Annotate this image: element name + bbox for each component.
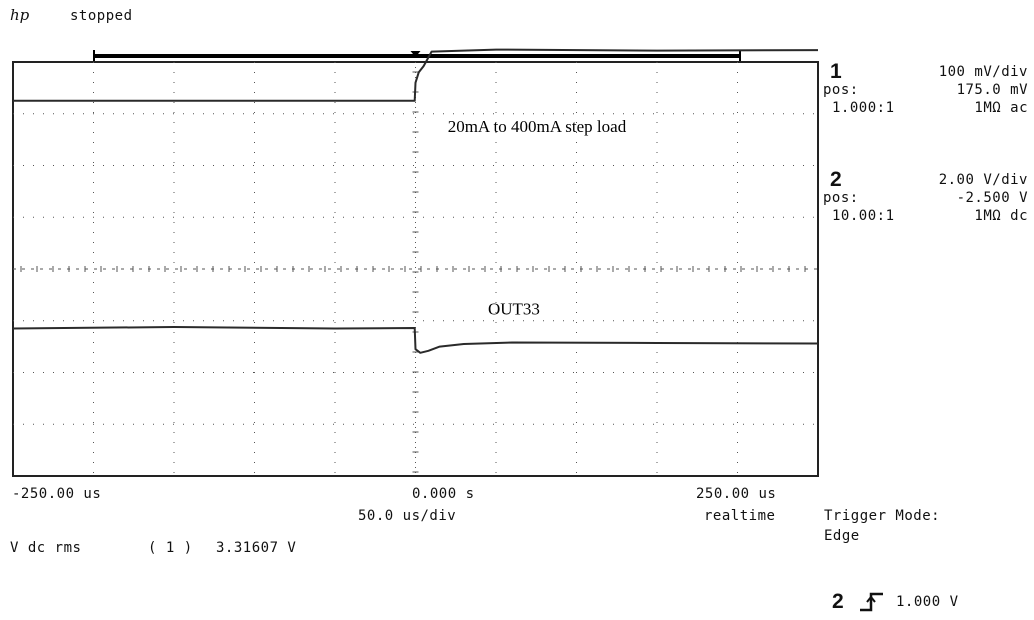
trigger-mode-label: Trigger Mode:	[824, 508, 941, 524]
annotation-out33: OUT33	[488, 300, 540, 319]
channel2-number: 2	[830, 168, 842, 191]
channel2-coupling[interactable]: 1MΩ dc	[974, 208, 1028, 224]
memory-bar	[93, 50, 741, 62]
channel1-number: 1	[830, 60, 842, 83]
channel2-scale[interactable]: 2.00 V/div	[938, 172, 1028, 188]
hp-logo: hp	[10, 6, 30, 24]
graticule-grid	[13, 62, 818, 476]
rising-edge-icon	[860, 592, 883, 612]
measurement-value: 3.31607 V	[216, 540, 297, 556]
trigger-source: 2	[832, 590, 844, 613]
waveform-traces	[12, 48, 819, 354]
channel2-pos-value[interactable]: -2.500 V	[956, 190, 1028, 206]
channel1-pos-label: pos:	[823, 82, 859, 98]
time-axis-left: -250.00 us	[12, 486, 102, 502]
channel1-coupling[interactable]: 1MΩ ac	[974, 100, 1028, 116]
timebase[interactable]: 50.0 us/div	[358, 508, 457, 524]
time-reference-marker	[410, 51, 421, 57]
waveform-trace-2	[12, 326, 819, 354]
channel2-pos-label: pos:	[823, 190, 859, 206]
annotation-step-load: 20mA to 400mA step load	[448, 117, 627, 136]
channel1-probe: 1.000:1	[832, 100, 895, 116]
channel1-pos-value[interactable]: 175.0 mV	[956, 82, 1028, 98]
waveform-trace-1	[13, 48, 819, 102]
measurement-label: V dc rms	[10, 540, 82, 556]
time-axis-right: 250.00 us	[696, 486, 777, 502]
acquisition-mode: realtime	[704, 508, 776, 524]
measurement-channel: ( 1 )	[148, 540, 193, 556]
time-axis-center: 0.000 s	[412, 486, 475, 502]
channel2-probe: 10.00:1	[832, 208, 895, 224]
acquisition-status: stopped	[70, 8, 133, 24]
channel1-scale[interactable]: 100 mV/div	[938, 64, 1028, 80]
trigger-level[interactable]: 1.000 V	[896, 594, 959, 610]
trigger-mode-value[interactable]: Edge	[824, 528, 860, 544]
